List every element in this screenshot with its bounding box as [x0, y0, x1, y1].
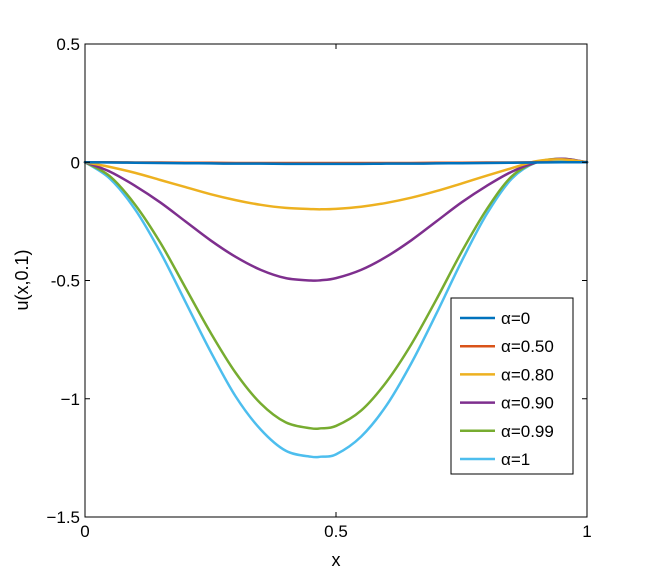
plot-frame [84, 43, 588, 518]
x-tick-label: 1 [582, 522, 591, 541]
x-tick-label: 0.5 [324, 522, 348, 541]
legend-label-3: α=0.90 [501, 394, 554, 413]
series-line-0 [83, 160, 589, 166]
legend-label-5: α=1 [501, 450, 530, 469]
legend: α=0 α=0.50 α=0.80 α=0.90 α=0.99 α=1 [450, 297, 574, 475]
legend-label-4: α=0.99 [501, 422, 554, 441]
series-line-4 [83, 157, 589, 431]
series-line-5 [83, 158, 589, 459]
series-lines [83, 157, 589, 459]
series-line-2 [83, 158, 589, 211]
x-axis-label: x [332, 550, 341, 570]
legend-label-2: α=0.80 [501, 365, 554, 384]
tick-labels: 0 0.5 1 −1.5 −1 -0.5 0 0.5 [46, 35, 591, 541]
x-tick-label: 0 [80, 522, 89, 541]
y-tick-label: 0 [71, 153, 80, 172]
series-line-3 [83, 157, 589, 282]
legend-label-1: α=0.50 [501, 337, 554, 356]
legend-box [450, 297, 574, 475]
y-tick-label: 0.5 [56, 35, 80, 54]
y-tick-label: −1 [61, 390, 80, 409]
y-tick-label: −1.5 [46, 508, 80, 527]
y-tick-label: -0.5 [51, 272, 80, 291]
y-axis-label: u(x,0.1) [12, 249, 32, 310]
legend-label-0: α=0 [501, 309, 530, 328]
